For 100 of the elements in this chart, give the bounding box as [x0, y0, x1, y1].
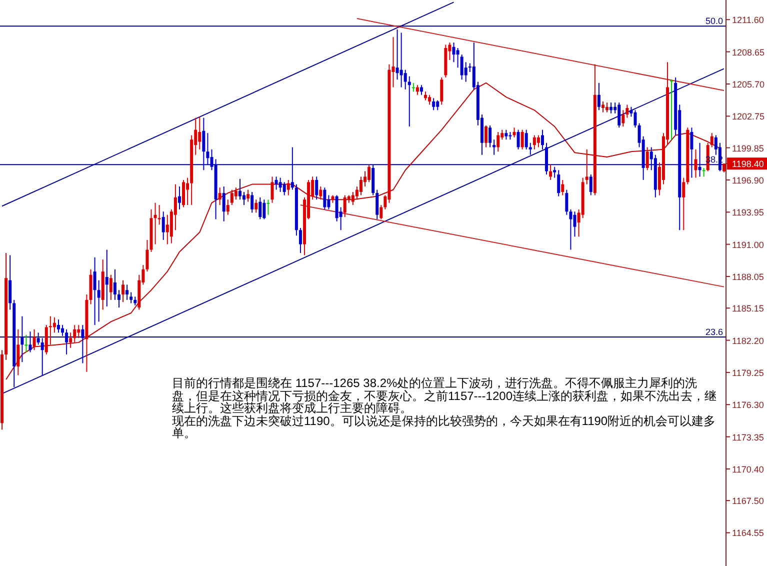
- candlestick: [597, 82, 600, 111]
- candlestick: [298, 227, 302, 254]
- y-tick-label: 1173.35: [732, 432, 764, 442]
- candlestick: [274, 176, 278, 190]
- candlestick: [404, 69, 407, 90]
- candlestick: [226, 199, 230, 216]
- candlestick: [359, 176, 362, 196]
- candlestick: [130, 292, 133, 304]
- candlestick: [32, 328, 36, 351]
- candlestick: [24, 334, 28, 353]
- candlestick: [48, 316, 52, 346]
- candlestick: [61, 324, 64, 336]
- candlestick: [520, 129, 524, 150]
- candlestick: [565, 189, 568, 216]
- candlestick: [230, 189, 234, 206]
- candlestick: [488, 124, 492, 148]
- candlestick: [258, 196, 262, 220]
- candlestick: [126, 284, 129, 300]
- candlestick: [351, 191, 354, 206]
- candlestick: [408, 76, 411, 128]
- candlestick: [432, 98, 436, 111]
- candlestick: [178, 186, 181, 210]
- candlestick: [93, 256, 96, 326]
- annotation: 现在的洗盘下边未突破过1190。可以说还是保持的比较强势的，今天如果在有1190附近的机会可以建多单。: [172, 414, 717, 440]
- candlestick: [238, 178, 242, 200]
- candlestick: [540, 129, 544, 150]
- candlestick: [646, 146, 649, 171]
- candlestick: [610, 102, 613, 114]
- candlestick: [440, 76, 444, 106]
- y-tick-label: 1167.50: [732, 496, 764, 506]
- y-tick-label: 1176.30: [732, 400, 764, 410]
- candlestick: [250, 191, 254, 214]
- candlestick: [56, 319, 60, 334]
- candlestick: [710, 132, 714, 148]
- candlestick: [8, 254, 12, 310]
- candlestick: [528, 142, 532, 156]
- candlestick: [218, 187, 222, 206]
- candlestick: [36, 332, 40, 346]
- y-tick-label: 1208.65: [732, 47, 765, 58]
- candlestick: [504, 129, 508, 140]
- candlestick: [117, 290, 120, 308]
- candlestick: [532, 134, 536, 150]
- candlestick: [606, 102, 609, 113]
- y-tick-label: 1211.60: [732, 15, 764, 26]
- candlestick: [512, 127, 516, 138]
- candlestick: [456, 47, 460, 68]
- candlestick: [290, 146, 294, 190]
- y-tick-label: 1170.40: [732, 464, 764, 474]
- y-tick-label: 1205.70: [732, 79, 765, 90]
- candlestick: [266, 199, 270, 216]
- candlestick: [601, 100, 604, 113]
- candlestick: [698, 142, 702, 178]
- candlestick: [154, 202, 157, 245]
- candlestick: [396, 28, 399, 80]
- y-tick-label: 1179.25: [732, 368, 764, 378]
- candlestick: [694, 148, 698, 178]
- annotation: 目前的行情都是围绕在 1157---1265 38.2%处的位置上下波动，进行洗盘。不得不佩服主力犀利的洗盘，但是在这种情况下亏损的金友，不要灰心。之前1157---1200连续上涨的获利盘，如果不洗出去，继续上行。这些获利盘将变成上行主要的障碍。: [172, 376, 718, 416]
- candlestick: [557, 170, 560, 197]
- candlestick: [73, 324, 76, 343]
- candlestick: [428, 94, 432, 106]
- y-tick-label: 1202.75: [732, 112, 765, 122]
- candlestick: [113, 268, 116, 300]
- candlestick: [452, 42, 456, 63]
- annotation: 23.6: [705, 326, 723, 337]
- candlestick: [634, 110, 637, 128]
- candlestick: [589, 174, 592, 196]
- y-tick-label: 1188.05: [732, 272, 764, 282]
- annotation: 50.0: [705, 16, 723, 26]
- candlestick: [682, 177, 686, 231]
- candlestick: [69, 332, 72, 348]
- candlestick: [162, 211, 165, 240]
- candlestick: [97, 280, 100, 322]
- candlestick: [246, 189, 250, 202]
- y-tick-label: 1198.40: [732, 159, 764, 170]
- candlestick: [52, 316, 56, 334]
- candlestick: [20, 316, 24, 363]
- y-tick-label: 1185.15: [732, 304, 764, 314]
- candlestick: [335, 194, 338, 222]
- candlestick: [122, 280, 125, 303]
- candlestick: [585, 148, 588, 185]
- candlestick: [368, 164, 371, 183]
- y-tick-label: 1191.00: [732, 240, 764, 250]
- candlestick: [77, 324, 80, 339]
- candlestick: [536, 134, 540, 148]
- candlestick: [202, 117, 206, 171]
- candlestick: [222, 186, 226, 222]
- candlestick: [16, 328, 20, 376]
- candlestick: [626, 104, 629, 118]
- candlestick: [484, 124, 488, 148]
- candlestick: [158, 204, 161, 226]
- candlestick: [81, 324, 84, 364]
- candlestick: [166, 214, 169, 245]
- y-tick-label: 1182.20: [732, 336, 764, 346]
- candlestick: [234, 187, 238, 200]
- candlestick: [545, 142, 548, 175]
- candlestick: [569, 208, 572, 250]
- y-tick-label: 1196.90: [732, 175, 764, 186]
- candlestick: [573, 211, 576, 238]
- candlestick: [319, 186, 322, 200]
- candlestick: [400, 32, 403, 88]
